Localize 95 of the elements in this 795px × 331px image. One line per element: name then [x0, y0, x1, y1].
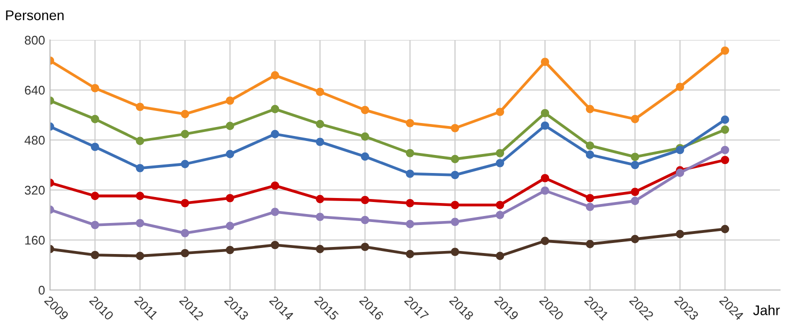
point	[720, 156, 730, 164]
point	[180, 198, 190, 208]
point	[136, 164, 144, 172]
point	[630, 160, 640, 170]
point	[676, 230, 684, 238]
point	[270, 240, 280, 250]
point	[180, 130, 190, 138]
point	[450, 154, 460, 164]
point	[270, 208, 280, 216]
point	[450, 124, 460, 132]
point	[496, 200, 504, 210]
point	[540, 236, 550, 246]
point	[720, 126, 730, 134]
point	[360, 196, 370, 204]
point	[360, 106, 370, 114]
point	[270, 130, 280, 138]
point	[316, 212, 324, 222]
point	[630, 152, 640, 162]
point	[720, 46, 730, 55]
point	[316, 120, 324, 128]
point	[540, 174, 550, 182]
point	[676, 82, 684, 92]
point	[586, 202, 594, 212]
point	[316, 138, 324, 146]
point	[630, 196, 640, 206]
point	[360, 152, 370, 161]
point	[630, 114, 640, 124]
point	[360, 216, 370, 224]
point	[360, 242, 370, 252]
point	[720, 146, 730, 154]
point	[270, 71, 280, 80]
point	[270, 181, 280, 190]
point	[406, 198, 414, 208]
point	[180, 248, 190, 258]
point	[496, 158, 504, 168]
y-tick-label: 320	[24, 186, 45, 195]
point	[136, 218, 144, 228]
point	[360, 132, 370, 141]
point	[496, 210, 504, 220]
point	[406, 118, 414, 128]
point	[90, 114, 100, 124]
y-axis-title: Personen	[6, 10, 64, 20]
y-tick-label: 480	[24, 136, 45, 145]
point	[586, 150, 594, 159]
y-tick-label: 0	[38, 286, 45, 295]
point	[90, 250, 100, 260]
point	[406, 148, 414, 158]
point	[316, 194, 324, 204]
point	[226, 194, 234, 202]
point	[90, 192, 100, 200]
point	[676, 168, 684, 177]
point	[226, 122, 234, 130]
point	[540, 108, 550, 118]
point	[136, 136, 144, 146]
point	[180, 228, 190, 238]
point	[406, 220, 414, 228]
point	[180, 160, 190, 168]
point	[226, 246, 234, 254]
point	[270, 104, 280, 114]
point	[226, 150, 234, 158]
point	[720, 116, 730, 124]
point	[496, 108, 504, 116]
point	[540, 121, 550, 130]
point	[540, 58, 550, 66]
point	[630, 234, 640, 244]
point	[586, 141, 594, 150]
point	[586, 240, 594, 248]
point	[450, 170, 460, 180]
point	[586, 194, 594, 202]
point	[90, 84, 100, 92]
point	[136, 252, 144, 260]
point	[316, 88, 324, 96]
point	[630, 188, 640, 196]
point	[180, 110, 190, 118]
point	[136, 102, 144, 112]
point	[226, 96, 234, 105]
point	[496, 252, 504, 260]
point	[540, 186, 550, 195]
y-tick-label: 640	[24, 86, 45, 95]
point	[406, 170, 414, 178]
point	[496, 148, 504, 158]
point	[406, 250, 414, 258]
point	[720, 224, 730, 234]
point	[90, 142, 100, 152]
x-axis-title: Jahr	[753, 305, 780, 316]
y-tick-label: 800	[24, 36, 45, 45]
point	[450, 200, 460, 210]
y-tick-label: 160	[25, 236, 45, 245]
point	[316, 244, 324, 254]
point	[586, 104, 594, 114]
point	[136, 192, 144, 200]
point	[90, 220, 100, 230]
point	[450, 218, 460, 226]
point	[450, 248, 460, 256]
point	[226, 222, 234, 230]
